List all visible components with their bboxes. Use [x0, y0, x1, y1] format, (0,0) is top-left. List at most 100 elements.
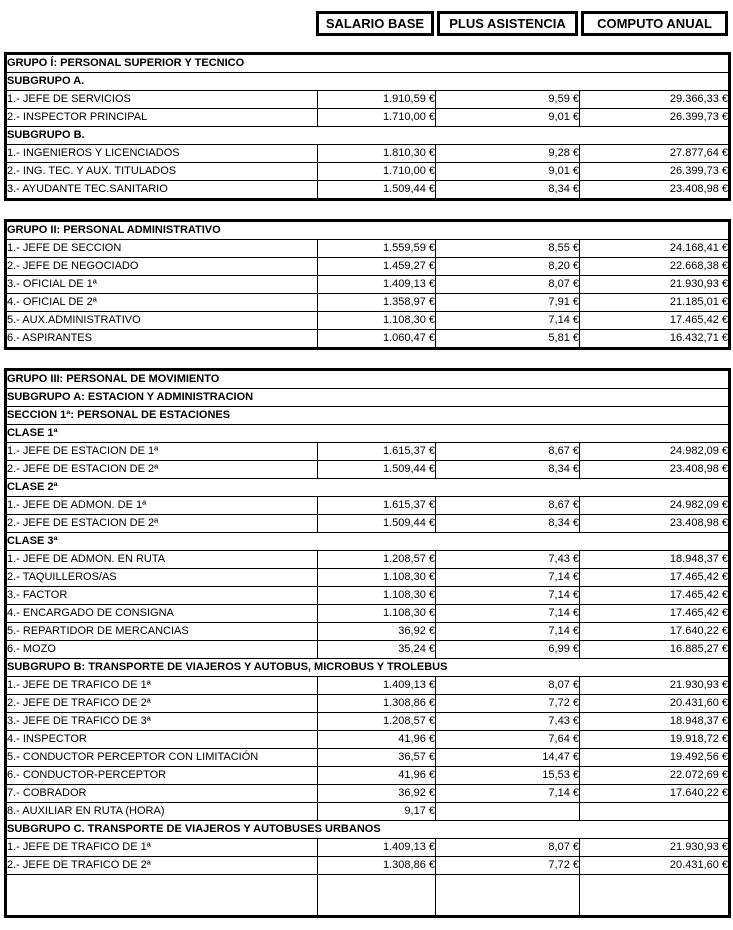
section-header-cell: CLASE 2ª — [4, 478, 731, 497]
category-label-cell: 2.- JEFE DE TRAFICO DE 2ª — [5, 856, 318, 875]
category-label-cell: 1.- JEFE DE SECCION — [5, 239, 318, 258]
data-row: 8.- AUXILIAR EN RUTA (HORA) 9,17 € — [5, 802, 731, 821]
salario-base-cell: 1.208,57 € — [317, 712, 436, 731]
data-row: 7.- COBRADOR 36,92 €7,14 €17.640,22 € — [5, 784, 731, 803]
computo-anual-cell: 24.982,09 € — [578, 496, 731, 515]
data-row: 1.- JEFE DE SECCION 1.559,59 €8,55 €24.16… — [5, 239, 731, 258]
category-label-cell: 5.- REPARTIDOR DE MERCANCIAS — [5, 622, 318, 641]
salario-base-cell: 1.459,27 € — [317, 257, 436, 276]
computo-anual-cell: 20.431,60 € — [578, 694, 731, 713]
category-label-cell: 1.- JEFE DE ADMON. EN RUTA — [5, 550, 318, 569]
column-header-salario-base: SALARIO BASE — [316, 11, 434, 36]
salario-base-cell: 1.409,13 € — [317, 676, 436, 695]
data-row: 1.- JEFE DE ADMON. DE 1ª 1.615,37 €8,67 €… — [5, 496, 731, 515]
salario-base-cell: 1.559,59 € — [317, 239, 436, 258]
category-label-cell: 6.- MOZO — [5, 640, 318, 659]
category-label-cell: 1.- JEFE DE SERVICIOS — [5, 90, 318, 109]
salario-base-cell: 41,96 € — [317, 766, 436, 785]
category-label-cell: 3.- FACTOR — [5, 586, 318, 605]
salario-base-cell: 1.509,44 € — [317, 180, 436, 200]
section-row: SUBGRUPO A. — [4, 72, 731, 91]
column-header-band: SALARIO BASE PLUS ASISTENCIA COMPUTO ANU… — [316, 11, 728, 36]
section-header-cell: SECCION 1ª: PERSONAL DE ESTACIONES — [4, 406, 731, 425]
salario-base-cell: 1.308,86 € — [317, 856, 436, 875]
category-label-cell: 6.- CONDUCTOR-PERCEPTOR — [5, 766, 318, 785]
computo-anual-cell: 21.185,01 € — [578, 293, 731, 312]
category-label-cell: 8.- AUXILIAR EN RUTA (HORA) — [5, 802, 318, 821]
section-row: SUBGRUPO B. — [4, 126, 731, 145]
plus-asistencia-cell: 6,99 € — [435, 640, 580, 659]
plus-asistencia-cell: 7,14 € — [435, 311, 580, 330]
section-header-cell: CLASE 1ª — [4, 424, 731, 443]
category-label-cell: 2.- TAQUILLEROS/AS — [5, 568, 318, 587]
plus-asistencia-cell: 8,55 € — [435, 239, 580, 258]
computo-anual-cell: 21.930,93 € — [578, 676, 731, 695]
plus-asistencia-cell: 8,67 € — [435, 442, 580, 461]
section-header-cell: CLASE 3ª — [4, 532, 731, 551]
grupo-i-table: GRUPO Í: PERSONAL SUPERIOR Y TECNICO SUBG… — [4, 52, 732, 201]
plus-asistencia-cell: 8,07 € — [435, 838, 580, 857]
column-header-plus-asistencia: PLUS ASISTENCIA — [437, 11, 578, 36]
data-row: 3.- JEFE DE TRAFICO DE 3ª 1.208,57 €7,43 … — [5, 712, 731, 731]
computo-anual-cell: 18.948,37 € — [578, 550, 731, 569]
category-label-cell: 1.- JEFE DE ESTACION DE 1ª — [5, 442, 318, 461]
plus-asistencia-cell: 7,14 € — [435, 622, 580, 641]
plus-asistencia-cell: 8,34 € — [435, 180, 580, 200]
plus-asistencia-cell: 15,53 € — [435, 766, 580, 785]
plus-asistencia-cell: 8,07 € — [435, 676, 580, 695]
computo-anual-cell: 16.885,27 € — [578, 640, 731, 659]
computo-anual-cell: 23.408,98 € — [578, 514, 731, 533]
salario-base-cell: 1.308,86 € — [317, 694, 436, 713]
category-label-cell: 3.- OFICIAL DE 1ª — [5, 275, 318, 294]
computo-anual-cell: 18.948,37 € — [578, 712, 731, 731]
category-label-cell: 1.- JEFE DE ADMON. DE 1ª — [5, 496, 318, 515]
plus-asistencia-cell: 8,34 € — [435, 460, 580, 479]
section-header-cell: GRUPO III: PERSONAL DE MOVIMIENTO — [4, 369, 731, 389]
category-label-cell: 3.- AYUDANTE TEC.SANITARIO — [5, 180, 318, 200]
section-row: CLASE 1ª — [4, 424, 731, 443]
category-label-cell — [5, 874, 318, 917]
data-row: 5.- REPARTIDOR DE MERCANCIAS 36,92 €7,14 … — [5, 622, 731, 641]
computo-anual-cell: 17.465,42 € — [578, 604, 731, 623]
plus-asistencia-cell: 7,14 € — [435, 568, 580, 587]
plus-asistencia-cell: 14,47 € — [435, 748, 580, 767]
salario-base-cell: 1.108,30 € — [317, 568, 436, 587]
computo-anual-cell: 19.918,72 € — [578, 730, 731, 749]
computo-anual-cell: 23.408,98 € — [578, 180, 731, 200]
section-row: SECCION 1ª: PERSONAL DE ESTACIONES — [4, 406, 731, 425]
category-label-cell: 7.- COBRADOR — [5, 784, 318, 803]
data-row: 1.- JEFE DE TRAFICO DE 1ª 1.409,13 €8,07 … — [5, 838, 731, 857]
plus-asistencia-cell: 5,81 € — [435, 329, 580, 349]
salario-base-cell: 35,24 € — [317, 640, 436, 659]
plus-asistencia-cell: 8,07 € — [435, 275, 580, 294]
salario-base-cell: 36,92 € — [317, 784, 436, 803]
computo-anual-cell: 26.399,73 € — [578, 108, 731, 127]
computo-anual-cell: 16.432,71 € — [578, 329, 731, 349]
plus-asistencia-cell: 7,43 € — [435, 550, 580, 569]
computo-anual-cell: 29.366,33 € — [578, 90, 731, 109]
data-row: 5.- AUX.ADMINISTRATIVO 1.108,30 €7,14 €17… — [5, 311, 731, 330]
data-row: 2.- JEFE DE TRAFICO DE 2ª 1.308,86 €7,72 … — [5, 694, 731, 713]
section-row: GRUPO Í: PERSONAL SUPERIOR Y TECNICO — [4, 53, 731, 73]
category-label-cell: 2.- JEFE DE TRAFICO DE 2ª — [5, 694, 318, 713]
computo-anual-cell — [578, 802, 731, 821]
section-header-cell: GRUPO Í: PERSONAL SUPERIOR Y TECNICO — [4, 53, 731, 73]
section-header-cell: SUBGRUPO A. — [4, 72, 731, 91]
plus-asistencia-cell: 9,59 € — [435, 90, 580, 109]
computo-anual-cell: 22.668,38 € — [578, 257, 731, 276]
data-row: 4.- INSPECTOR 41,96 €7,64 €19.918,72 € — [5, 730, 731, 749]
computo-anual-cell: 20.431,60 € — [578, 856, 731, 875]
category-label-cell: 4.- OFICIAL DE 2ª — [5, 293, 318, 312]
salario-base-cell: 36,57 € — [317, 748, 436, 767]
salario-base-cell: 1.910,59 € — [317, 90, 436, 109]
section-header-cell: SUBGRUPO A: ESTACION Y ADMINISTRACION — [4, 388, 731, 407]
salario-base-cell: 9,17 € — [317, 802, 436, 821]
plus-asistencia-cell: 7,72 € — [435, 856, 580, 875]
data-row: 2.- JEFE DE ESTACION DE 2ª 1.509,44 €8,34… — [5, 460, 731, 479]
data-row: 2.- JEFE DE ESTACION DE 2ª 1.509,44 €8,34… — [5, 514, 731, 533]
category-label-cell: 4.- ENCARGADO DE CONSIGNA — [5, 604, 318, 623]
plus-asistencia-cell: 7,91 € — [435, 293, 580, 312]
grupo-iii-table: GRUPO III: PERSONAL DE MOVIMIENTO SUBGRUP… — [4, 368, 732, 918]
plus-asistencia-cell: 9,01 € — [435, 162, 580, 181]
